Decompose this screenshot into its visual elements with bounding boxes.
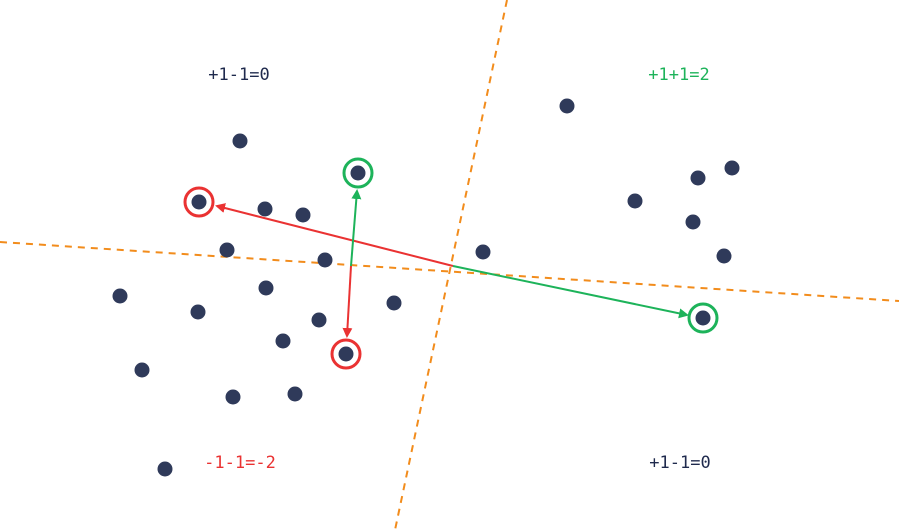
data-point xyxy=(690,170,706,186)
data-point xyxy=(257,201,273,217)
red-highlight-ring xyxy=(183,186,215,218)
green-highlight-ring xyxy=(342,157,374,189)
label-bottom-left: -1-1=-2 xyxy=(204,453,276,473)
data-point xyxy=(475,244,491,260)
data-point xyxy=(724,160,740,176)
data-point xyxy=(219,242,235,258)
data-point xyxy=(338,346,354,362)
data-point xyxy=(112,288,128,304)
data-point xyxy=(716,248,732,264)
red-arrow-left xyxy=(215,203,454,267)
red-highlight-ring xyxy=(330,338,362,370)
label-top-right: +1+1=2 xyxy=(648,65,710,85)
label-bottom-right: +1-1=0 xyxy=(649,453,711,473)
data-point xyxy=(287,386,303,402)
green-arrow-right xyxy=(452,265,689,319)
data-point xyxy=(134,362,150,378)
data-point xyxy=(232,133,248,149)
data-point xyxy=(190,304,206,320)
data-point xyxy=(225,389,241,405)
data-point xyxy=(559,98,575,114)
green-highlight-ring xyxy=(687,302,719,334)
data-point xyxy=(386,295,402,311)
data-point xyxy=(275,333,291,349)
data-point xyxy=(311,312,327,328)
data-point xyxy=(157,461,173,477)
label-top-left: +1-1=0 xyxy=(208,65,270,85)
data-point xyxy=(191,194,207,210)
red-arrow-down xyxy=(342,265,353,338)
data-point xyxy=(685,214,701,230)
data-point xyxy=(258,280,274,296)
data-point xyxy=(627,193,643,209)
green-arrow-up xyxy=(350,189,362,267)
data-point xyxy=(295,207,311,223)
data-point xyxy=(695,310,711,326)
data-point xyxy=(350,165,366,181)
data-point xyxy=(317,252,333,268)
